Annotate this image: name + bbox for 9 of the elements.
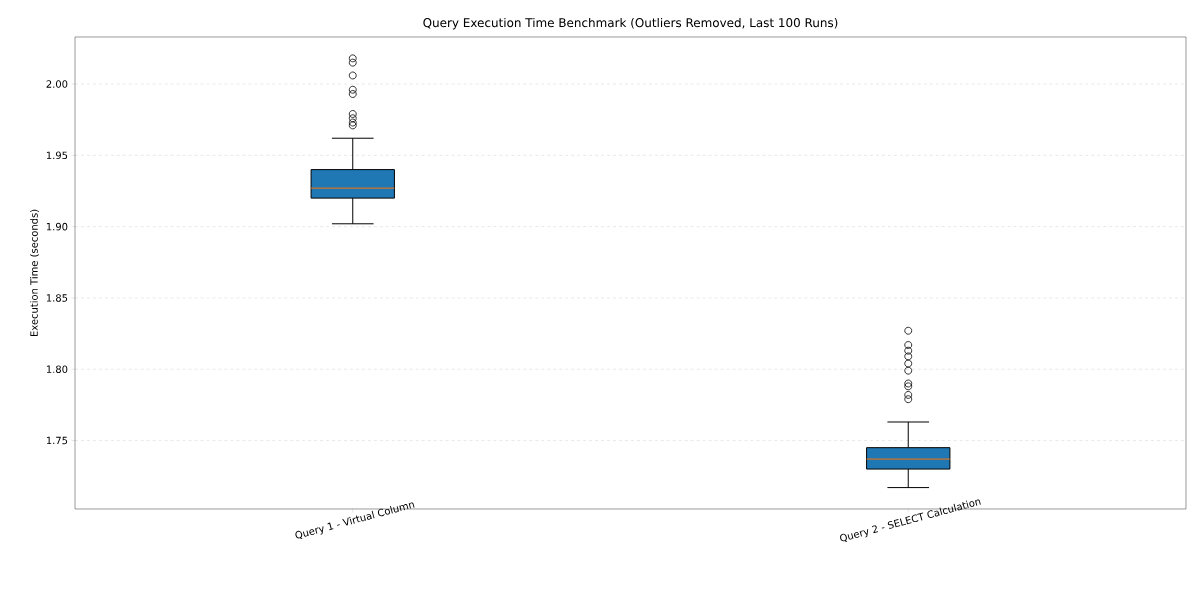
y-tick-label: 1.80: [46, 365, 68, 373]
y-tick-label: 1.85: [46, 294, 68, 302]
y-tick-label: 1.95: [46, 151, 68, 160]
y-tick-label: 2.00: [46, 80, 68, 88]
chart-title: Query Execution Time Benchmark (Outliers Removed, Last 100 Runs): [423, 17, 838, 30]
x-tick-label: Query 1 - Virtual Column: [295, 502, 415, 539]
y-tick-label: 1.75: [46, 436, 68, 445]
y-tick-label: 1.90: [46, 222, 68, 231]
y-axis-title: Execution Time (seconds): [30, 209, 39, 337]
